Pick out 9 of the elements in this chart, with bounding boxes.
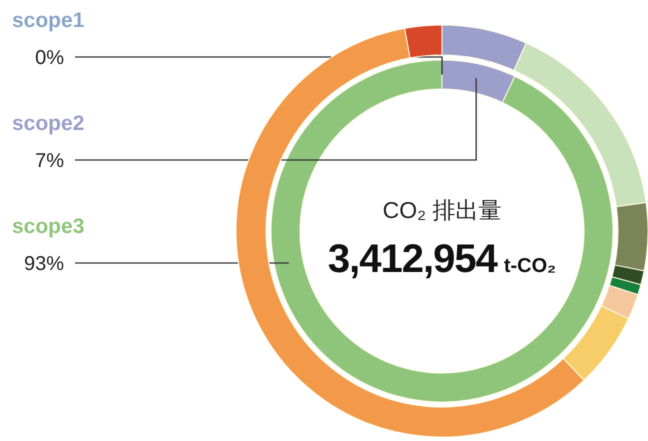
data-label: 93% <box>24 253 64 275</box>
slice-label: scope2 <box>12 112 84 135</box>
donut-slice <box>270 60 614 402</box>
data-label: 7% <box>35 150 64 172</box>
text: 0% <box>35 47 64 69</box>
text: CO₂ 排出量 <box>382 197 502 223</box>
text: 3,412,954 t-CO₂ <box>328 237 556 281</box>
category-label: scope1 <box>12 9 84 32</box>
slice-label: scope3 <box>12 215 84 238</box>
